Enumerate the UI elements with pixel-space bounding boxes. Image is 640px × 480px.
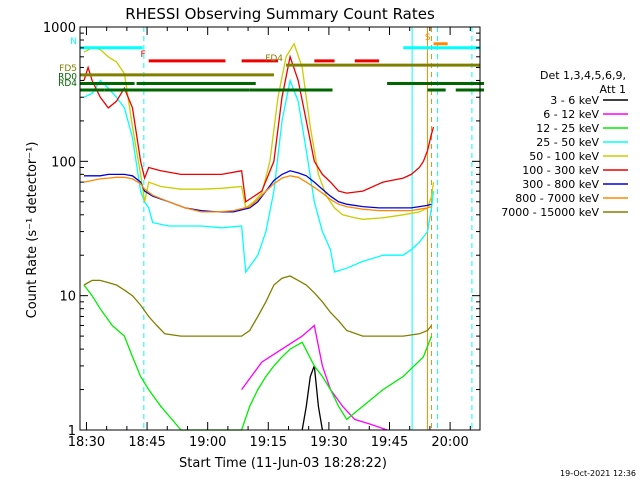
y-axis-label: Count Rate (s⁻¹ detector⁻¹) bbox=[25, 142, 40, 319]
flag-rd4: RD4 bbox=[58, 79, 485, 92]
legend-label-3: 25 - 50 keV bbox=[536, 136, 599, 149]
flag-fd5: FD5 bbox=[59, 64, 274, 77]
x-tick-label-0: 18:30 bbox=[68, 435, 105, 450]
y-tick-label-0: 1 bbox=[68, 424, 76, 439]
x-tick-label-1: 18:45 bbox=[128, 435, 165, 450]
flag-n: N bbox=[70, 37, 480, 50]
flag-label-rd0: RD0 bbox=[58, 72, 77, 82]
x-axis-label: Start Time (11-Jun-03 18:28:22) bbox=[179, 456, 387, 471]
legend-label-1: 6 - 12 keV bbox=[543, 108, 599, 121]
x-tick-label-2: 19:00 bbox=[189, 435, 226, 450]
y-tick-label-3: 1000 bbox=[43, 21, 76, 36]
flag-s: S bbox=[425, 33, 448, 46]
x-tick-label-3: 19:15 bbox=[250, 435, 287, 450]
y-tick-label-1: 10 bbox=[59, 290, 76, 305]
flag-rd0: RD0 bbox=[58, 72, 485, 85]
flag-label-f: F bbox=[140, 50, 145, 60]
series-line-2 bbox=[83, 284, 433, 431]
flag-label-n: N bbox=[70, 37, 77, 47]
legend-label-5: 100 - 300 keV bbox=[522, 164, 599, 177]
series-line-3 bbox=[83, 78, 435, 274]
flag-f: F bbox=[140, 50, 379, 63]
flag-label-fd5: FD5 bbox=[59, 64, 77, 74]
series-line-7 bbox=[83, 175, 432, 213]
legend-header-0: Det 1,3,4,5,6,9, bbox=[540, 69, 626, 82]
legend-label-7: 800 - 7000 keV bbox=[515, 192, 599, 205]
legend-label-8: 7000 - 15000 keV bbox=[501, 206, 599, 219]
flag-fd4: FD4 bbox=[265, 54, 480, 67]
series-line-0 bbox=[301, 365, 324, 431]
flag-label-s: S bbox=[425, 33, 431, 43]
chart-title: RHESSI Observing Summary Count Rates bbox=[125, 5, 435, 23]
flag-label-rd4: RD4 bbox=[58, 79, 77, 89]
x-tick-label-6: 20:00 bbox=[431, 435, 468, 450]
legend-header-1: Att 1 bbox=[600, 83, 626, 96]
timestamp: 19-Oct-2021 12:36 bbox=[560, 469, 636, 478]
x-axis: 18:30 18:45 19:00 19:15 19:30 19:45 20:00 bbox=[68, 27, 471, 450]
plot-frame bbox=[79, 26, 481, 431]
series-line-4 bbox=[83, 42, 435, 220]
legend-label-6: 300 - 800 keV bbox=[522, 178, 599, 191]
legend-label-4: 50 - 100 keV bbox=[529, 150, 599, 163]
series-line-8 bbox=[83, 275, 433, 337]
x-tick-label-5: 19:45 bbox=[371, 435, 408, 450]
legend-label-2: 12 - 25 keV bbox=[536, 122, 599, 135]
y-axis: 1 10 100 1000 bbox=[43, 21, 480, 439]
flag-label-fd4: FD4 bbox=[265, 54, 283, 64]
series-line-1 bbox=[241, 324, 388, 431]
y-tick-label-2: 100 bbox=[51, 155, 76, 170]
x-tick-label-4: 19:30 bbox=[310, 435, 347, 450]
legend-label-0: 3 - 6 keV bbox=[550, 94, 599, 107]
series-line-5 bbox=[83, 54, 435, 203]
